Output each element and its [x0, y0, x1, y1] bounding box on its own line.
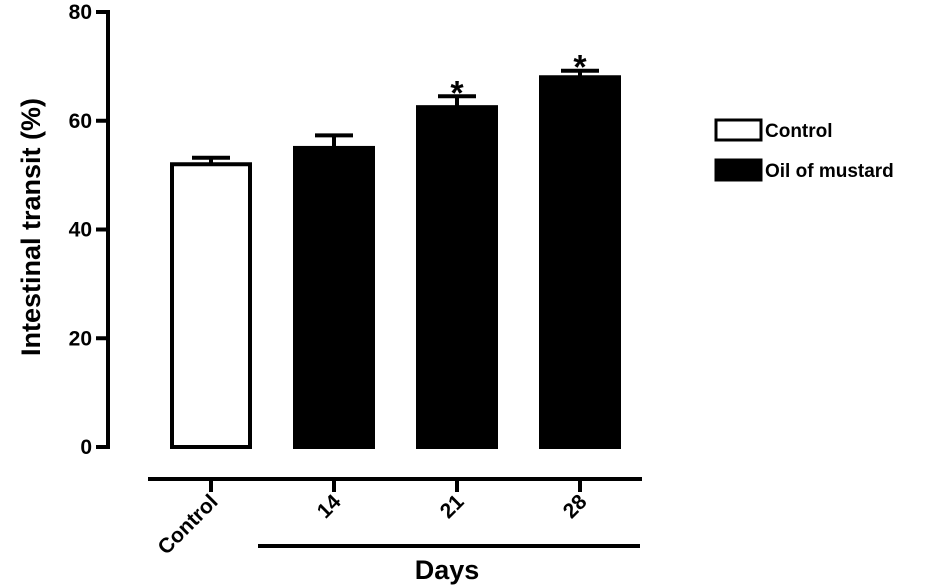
- x-tick-label: 28: [559, 490, 592, 523]
- legend-swatch: [714, 158, 763, 182]
- bars: **: [170, 49, 621, 449]
- x-tick-label: 14: [313, 490, 346, 523]
- y-tick-label: 40: [69, 219, 92, 242]
- y-axis-title: Intestinal transit (%): [16, 98, 46, 356]
- y-tick-label: 60: [69, 110, 92, 133]
- bar-14: [293, 145, 375, 449]
- bar-28: [539, 75, 621, 449]
- significance-marker: *: [573, 49, 587, 87]
- x-axis: Control 14 21 28: [148, 477, 642, 559]
- x-tick-label: Control: [153, 490, 222, 559]
- legend: Control Oil of mustard: [714, 118, 894, 182]
- y-tick-label: 0: [80, 436, 92, 459]
- legend-swatch: [714, 118, 763, 142]
- x-tick-label: 21: [436, 490, 469, 523]
- y-axis: 0 20 40 60 80: [69, 1, 110, 459]
- y-tick-label: 20: [69, 327, 92, 350]
- bar-control: [170, 162, 252, 449]
- bar-21: [416, 105, 498, 449]
- legend-label: Control: [765, 121, 833, 142]
- legend-label: Oil of mustard: [765, 161, 894, 182]
- x-axis-title: Days: [415, 555, 480, 585]
- significance-marker: *: [450, 74, 464, 112]
- y-tick-label: 80: [69, 1, 92, 24]
